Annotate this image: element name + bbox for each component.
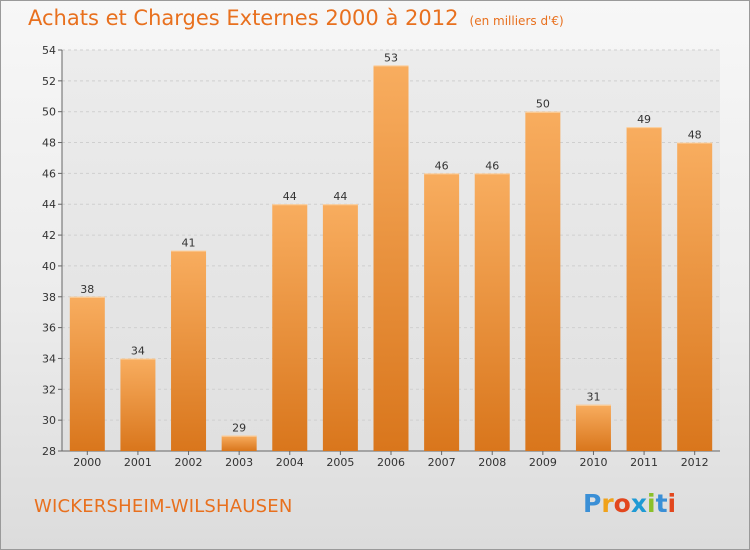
logo-letter: x [630,489,647,518]
x-tick-label: 2008 [478,456,506,469]
bar [575,404,611,451]
x-tick-label: 2012 [681,456,709,469]
y-tick-label: 50 [42,106,56,119]
chart-title: Achats et Charges Externes 2000 à 2012 (… [28,6,564,30]
data-label: 49 [637,113,651,126]
bar [272,204,308,451]
y-tick-label: 34 [42,352,56,365]
title-main: Achats et Charges Externes 2000 à 2012 [28,6,459,30]
y-tick-label: 44 [42,198,56,211]
bar [171,250,207,451]
bar [626,127,662,451]
logo-letter: o [613,489,631,518]
x-tick-label: 2001 [124,456,152,469]
x-tick-label: 2007 [428,456,456,469]
y-tick-label: 36 [42,322,56,335]
data-label: 44 [283,190,297,203]
y-tick-label: 48 [42,137,56,150]
x-tick-label: 2006 [377,456,405,469]
data-label: 34 [131,344,145,357]
bar [221,435,257,451]
logo-letter: r [601,489,614,518]
logo-letter: i [647,489,656,518]
y-tick-label: 52 [42,75,56,88]
bar [322,204,358,451]
data-label: 38 [80,283,94,296]
logo-letter: t [655,489,668,518]
y-tick-label: 42 [42,229,56,242]
y-tick-label: 40 [42,260,56,273]
bar [525,111,561,451]
bar [69,296,105,451]
logo-letter: i [667,489,677,518]
y-tick-label: 38 [42,291,56,304]
logo-letter: P [583,489,602,518]
x-tick-label: 2002 [175,456,203,469]
x-tick-label: 2004 [276,456,304,469]
proxiti-logo: Proxiti [583,489,676,518]
data-label: 46 [485,159,499,172]
data-label: 50 [536,98,550,111]
data-label: 29 [232,422,246,435]
data-label: 44 [333,190,347,203]
x-tick-label: 2010 [579,456,607,469]
y-tick-label: 28 [42,445,56,458]
bar [424,173,460,451]
x-tick-label: 2009 [529,456,557,469]
commune-name: WICKERSHEIM-WILSHAUSEN [34,496,293,517]
x-tick-label: 2003 [225,456,253,469]
data-label: 53 [384,51,398,64]
bar [120,358,156,451]
title-unit: (en milliers d'€) [469,14,564,28]
x-tick-label: 2005 [326,456,354,469]
data-label: 48 [688,129,702,142]
data-label: 46 [435,159,449,172]
y-tick-label: 46 [42,167,56,180]
bar [474,173,510,451]
bar [677,142,713,452]
y-tick-label: 54 [42,44,56,57]
x-tick-label: 2011 [630,456,658,469]
x-tick-label: 2000 [73,456,101,469]
data-label: 41 [182,237,196,250]
y-tick-label: 32 [42,383,56,396]
data-label: 31 [586,391,600,404]
y-tick-label: 30 [42,414,56,427]
bar [373,65,409,451]
